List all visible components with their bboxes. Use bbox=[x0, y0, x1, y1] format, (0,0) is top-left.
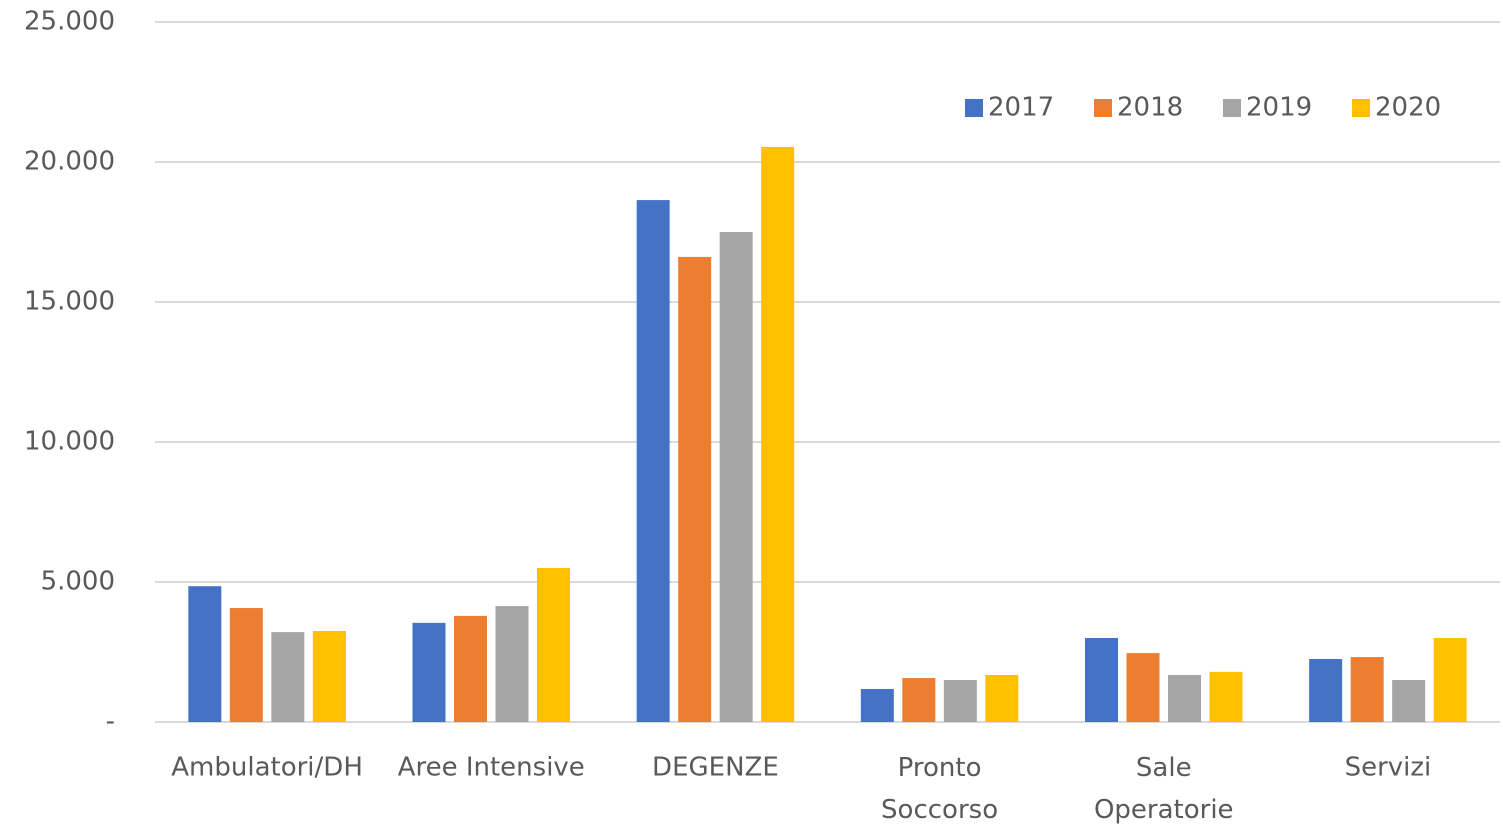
bar bbox=[761, 146, 795, 722]
bar bbox=[1209, 671, 1243, 722]
bar bbox=[229, 608, 263, 722]
bar bbox=[1126, 653, 1160, 722]
legend-swatch bbox=[1094, 99, 1112, 117]
bar bbox=[1350, 657, 1384, 722]
bar bbox=[271, 632, 305, 722]
x-tick-label: Ambulatori/DH bbox=[171, 753, 363, 783]
legend-swatch bbox=[965, 99, 983, 117]
bar bbox=[537, 568, 570, 722]
x-tick-label: Pronto Soccorso bbox=[881, 753, 998, 825]
x-tick-label: Aree Intensive bbox=[398, 753, 585, 783]
legend-swatch bbox=[1352, 99, 1370, 117]
bar bbox=[188, 586, 222, 722]
bar bbox=[1168, 674, 1201, 722]
bar bbox=[1309, 659, 1343, 722]
x-tick-label: DEGENZE bbox=[652, 753, 779, 783]
bar bbox=[902, 678, 936, 722]
bar bbox=[636, 200, 670, 722]
y-tick-label: - bbox=[106, 707, 115, 737]
bar bbox=[678, 256, 712, 722]
legend-label: 2018 bbox=[1117, 93, 1183, 123]
bar bbox=[495, 606, 529, 722]
bar bbox=[719, 232, 753, 722]
legend-label: 2020 bbox=[1375, 93, 1441, 123]
legend-label: 2017 bbox=[988, 93, 1054, 123]
y-tick-label: 10.000 bbox=[24, 427, 115, 457]
bar bbox=[1392, 680, 1426, 722]
bar bbox=[943, 680, 977, 722]
y-tick-label: 15.000 bbox=[24, 287, 115, 317]
y-tick-label: 5.000 bbox=[41, 567, 115, 597]
legend-label: 2019 bbox=[1246, 93, 1312, 123]
y-tick-label: 20.000 bbox=[24, 147, 115, 177]
bar bbox=[1433, 638, 1467, 722]
bar bbox=[985, 674, 1019, 722]
bar bbox=[860, 688, 894, 722]
bar bbox=[454, 615, 487, 722]
x-tick-label: Sale Operatorie bbox=[1094, 753, 1234, 825]
x-tick-label: Servizi bbox=[1345, 753, 1432, 783]
bar bbox=[412, 622, 446, 722]
legend-swatch bbox=[1223, 99, 1241, 117]
y-tick-label: 25.000 bbox=[24, 7, 115, 37]
bar bbox=[1085, 638, 1118, 722]
bar bbox=[312, 631, 346, 722]
